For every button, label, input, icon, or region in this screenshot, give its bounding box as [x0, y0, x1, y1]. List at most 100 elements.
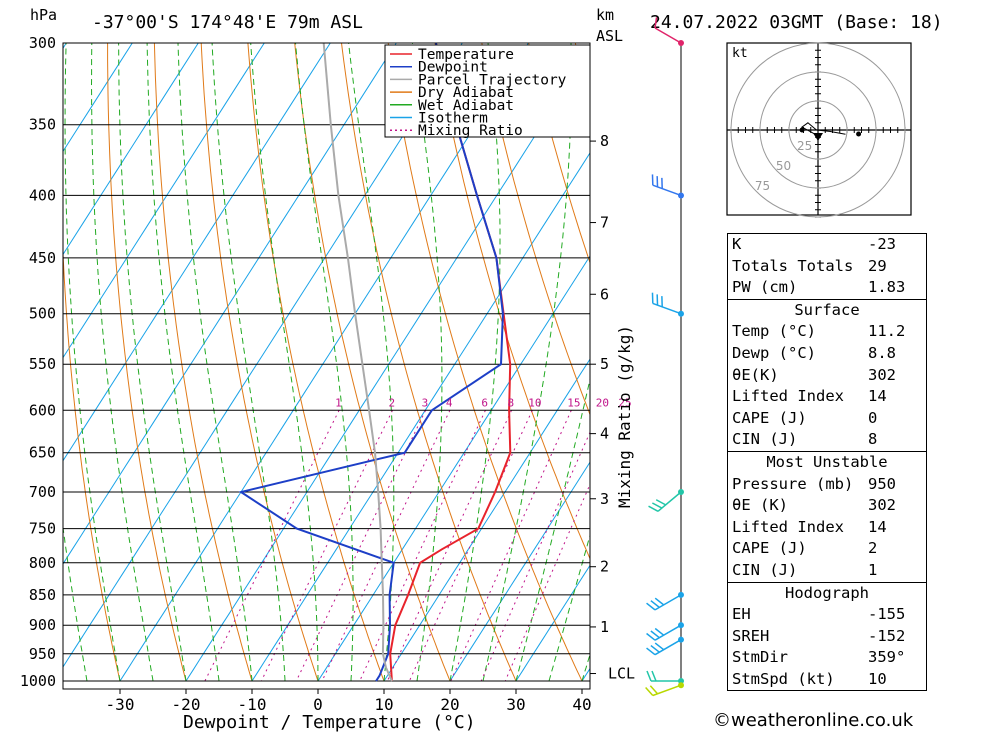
hodograph-ring-label: 75	[755, 179, 770, 193]
index-row: PW (cm) 1.83	[728, 277, 926, 299]
wind-barb-feather	[649, 685, 659, 695]
height-tick-label: 6	[600, 285, 609, 303]
index-label: Lifted Index	[732, 387, 844, 406]
temperature-tick-label: 10	[374, 695, 393, 714]
index-value: 950	[868, 474, 896, 493]
isotherm-line	[63, 43, 133, 153]
mixing-ratio-tick-label: 3	[422, 396, 429, 409]
index-label: CAPE (J)	[732, 408, 807, 427]
dry-adiabat-line	[528, 43, 590, 265]
index-label: CIN (J)	[732, 430, 798, 449]
mixing-ratio-line	[408, 410, 533, 682]
mixing-ratio-line	[480, 431, 590, 682]
isotherm-line	[63, 43, 397, 565]
wind-barb-feather	[654, 17, 658, 29]
wind-barb-feather	[650, 630, 660, 639]
pressure-tick-label: 350	[29, 116, 56, 134]
index-label: CIN (J)	[732, 560, 798, 579]
temperature-tick-label: -10	[238, 695, 267, 714]
hodograph-point	[799, 127, 805, 133]
height-tick-label: 2	[600, 558, 609, 576]
surface-title: Surface	[794, 300, 860, 319]
height-tick-label: 5	[600, 355, 609, 373]
pressure-tick-label: 650	[29, 444, 56, 462]
profile-parcel-trajectory	[322, 43, 393, 682]
index-label: Totals Totals	[732, 256, 854, 275]
index-row: CIN (J) 8	[728, 429, 926, 451]
index-value: 359°	[868, 648, 906, 667]
wind-barb-feather	[650, 644, 660, 653]
most-unstable-title: Most Unstable	[766, 452, 888, 471]
temperature-tick-label: -20	[172, 695, 201, 714]
height-tick-label: 1	[600, 618, 609, 636]
index-label: Temp (°C)	[732, 322, 816, 341]
dry-adiabat-line	[996, 43, 1000, 681]
pressure-tick-label: 500	[29, 305, 56, 323]
mixing-ratio-tick-label: 6	[481, 396, 488, 409]
index-label: Dewp (°C)	[732, 343, 816, 362]
index-row: Lifted Index 14	[728, 517, 926, 539]
index-label: θE (K)	[732, 496, 788, 515]
temperature-tick-label: 0	[313, 695, 323, 714]
legend-label: Parcel Trajectory	[418, 72, 567, 88]
index-value: -23	[868, 235, 896, 253]
mixing-ratio-line	[204, 410, 340, 682]
index-row: Dewp (°C) 8.8	[728, 343, 926, 365]
wind-barb-feather	[646, 647, 656, 656]
index-value: 0	[868, 408, 878, 427]
index-row: EH -155	[728, 604, 926, 626]
index-row: Temp (°C) 11.2	[728, 321, 926, 343]
index-value: 1.83	[868, 278, 906, 297]
index-row: SREH -152	[728, 626, 926, 648]
most-unstable-section: Most Unstable Pressure (mb) 950 θE (K) 302 L…	[727, 451, 927, 583]
temperature-tick-label: 20	[440, 695, 459, 714]
legend-label: Temperature	[418, 47, 514, 63]
index-value: 302	[868, 365, 896, 384]
mixing-ratio-tick-label: 25	[618, 396, 631, 409]
hodograph-ring	[759, 71, 877, 189]
dry-adiabat-line	[63, 243, 121, 682]
mixing-ratio-axis-title: Mixing Ratio (g/kg)	[615, 325, 634, 508]
index-row: Pressure (mb) 950	[728, 474, 926, 496]
index-row: θE(K) 302	[728, 365, 926, 387]
index-label: CAPE (J)	[732, 539, 807, 558]
asl-unit-label: ASL	[596, 27, 623, 45]
wind-barb-feather	[648, 505, 659, 512]
mixing-ratio-tick-label: 2	[389, 396, 396, 409]
temperature-tick-label: 40	[572, 695, 591, 714]
legend-label: Mixing Ratio	[418, 123, 523, 139]
isotherm-line	[63, 43, 199, 256]
plot-frame	[62, 42, 591, 690]
index-value: 11.2	[868, 322, 906, 341]
index-row: StmSpd (kt) 10	[728, 669, 926, 691]
wind-barb-feather	[645, 686, 654, 696]
wind-barb-feather	[646, 632, 656, 641]
hodograph-trace	[801, 122, 846, 137]
credit-text: ©weatheronline.co.uk	[713, 710, 914, 731]
hodograph-ring-label: 25	[797, 139, 812, 153]
height-tick-label: 4	[600, 425, 609, 443]
mixing-ratio-line	[450, 410, 572, 682]
wind-profile	[645, 17, 684, 697]
index-row: CIN (J) 1	[728, 560, 926, 582]
index-row: CAPE (J) 0	[728, 408, 926, 430]
wind-barb-feather	[650, 600, 660, 608]
index-row: θE (K) 302	[728, 495, 926, 517]
isobars	[63, 42, 590, 682]
wet-adiabat-line	[295, 43, 354, 682]
index-row: CAPE (J) 2	[728, 538, 926, 560]
index-value: 10	[868, 669, 887, 688]
profiles	[238, 43, 512, 682]
index-label: StmDir	[732, 648, 788, 667]
index-label: EH	[732, 605, 751, 624]
pressure-tick-label: 550	[29, 355, 56, 373]
mixing-ratio-tick-label: 20	[596, 396, 609, 409]
index-value: 8.8	[868, 343, 896, 362]
index-value: 302	[868, 496, 896, 515]
temperature-tick-label: -30	[106, 695, 135, 714]
hodograph: kt 25 50 75	[726, 42, 912, 218]
index-label: StmSpd (kt)	[732, 669, 835, 688]
wet-adiabat-line	[64, 43, 121, 682]
